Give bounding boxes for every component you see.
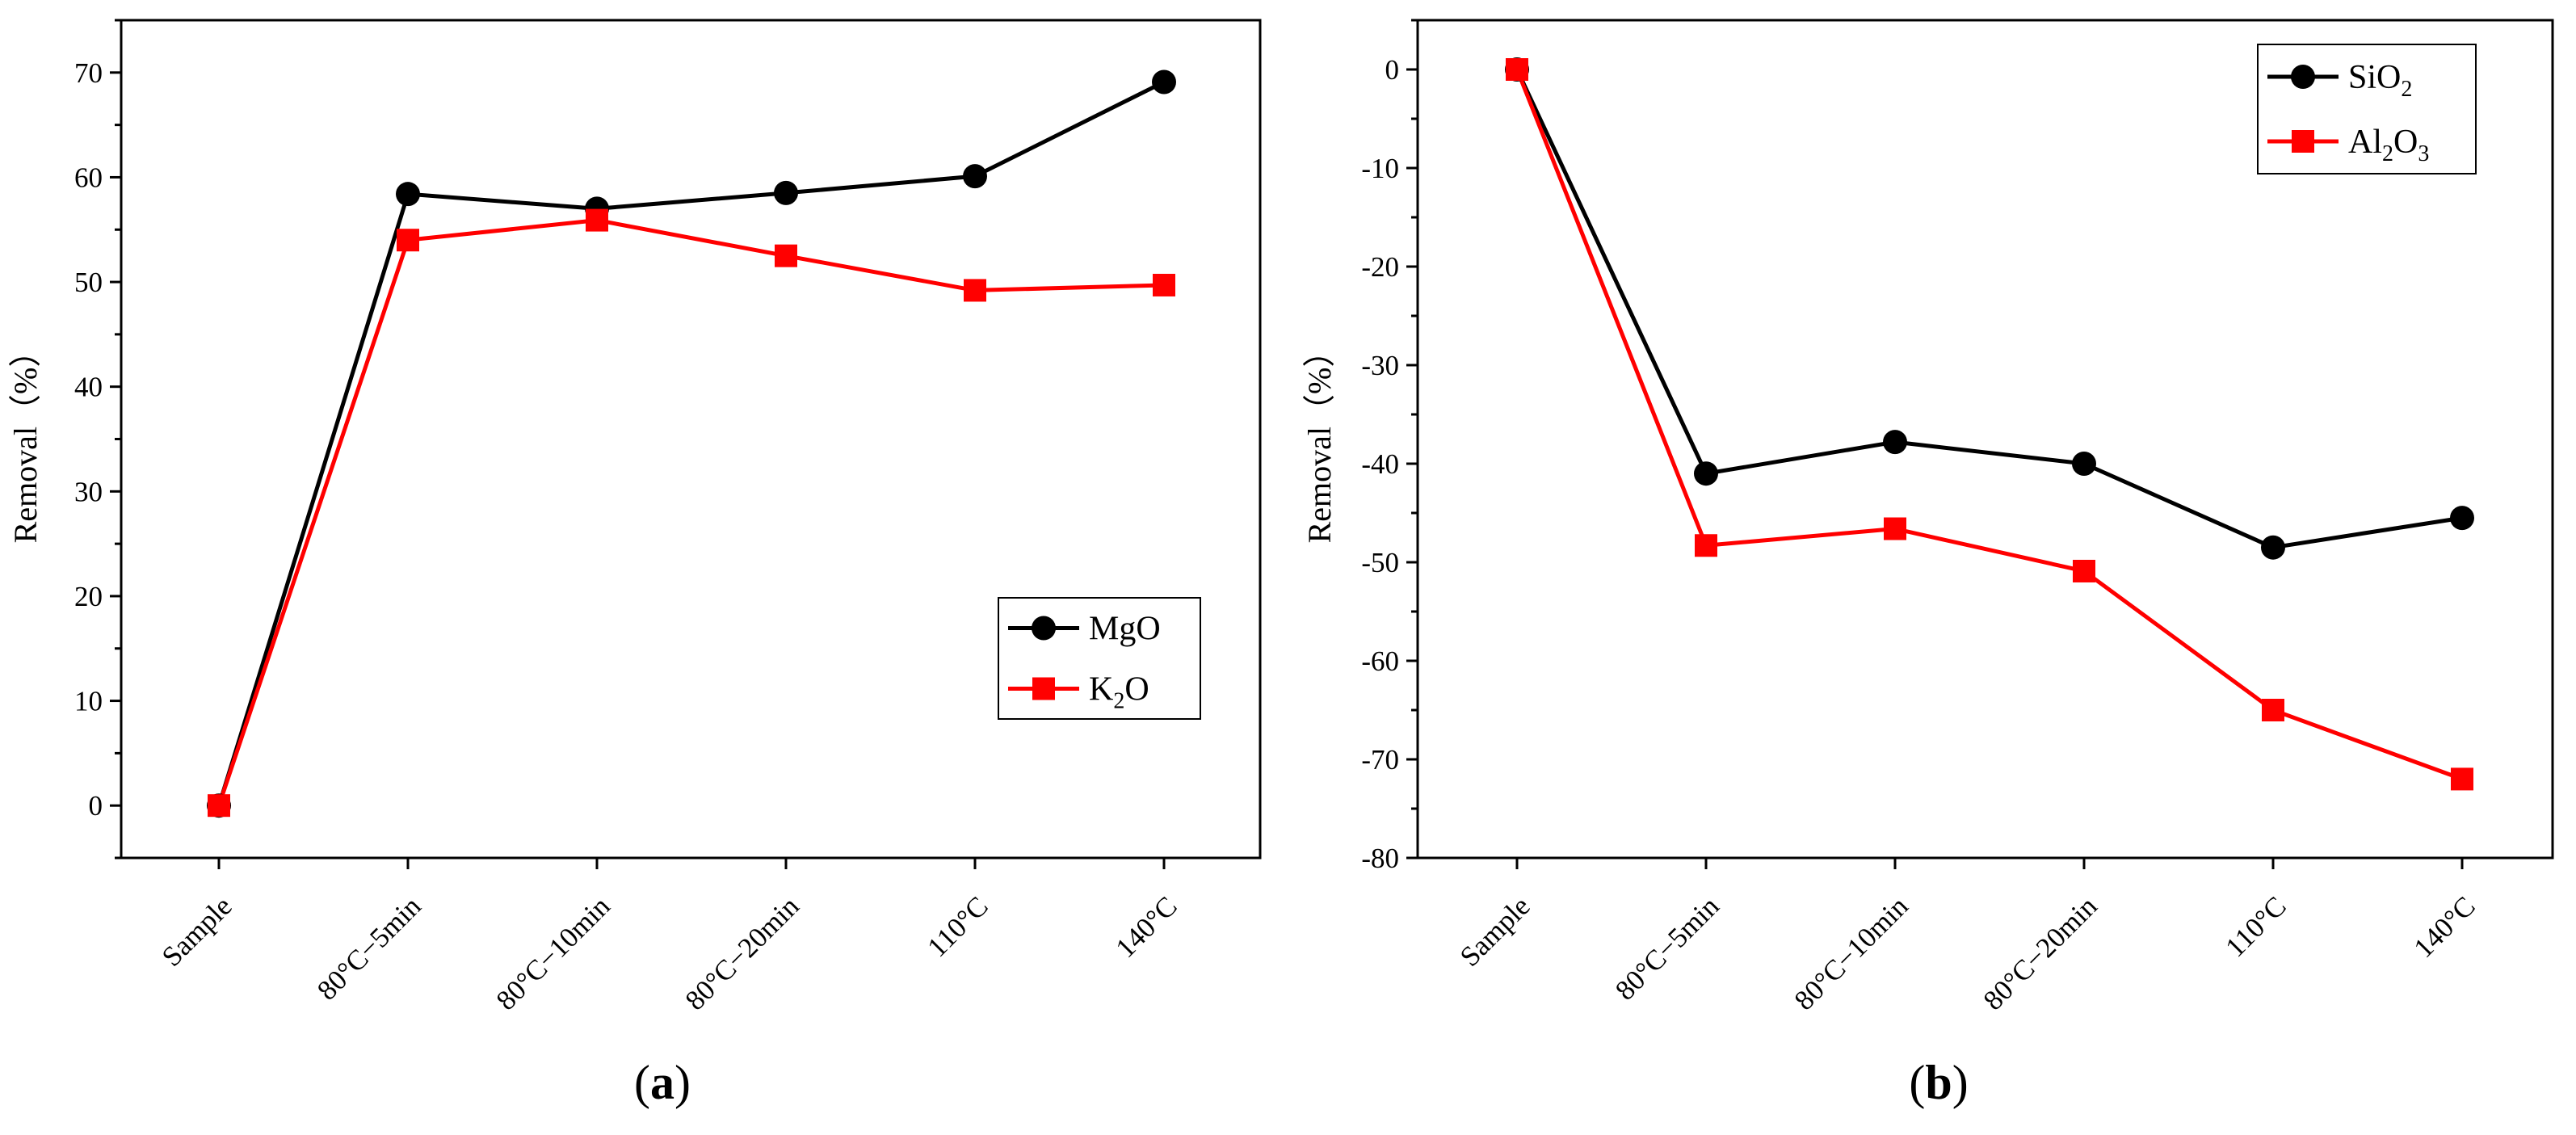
y-tick-label: 40 [74, 372, 103, 403]
y-tick-label: -10 [1361, 153, 1399, 184]
legend-label-subscript: 3 [2418, 141, 2429, 166]
data-point [963, 164, 987, 189]
legend-label-part: SiO [2348, 59, 2401, 96]
data-point [1884, 517, 1906, 540]
y-tick-label: -30 [1361, 350, 1399, 381]
panel-label-close: ) [1952, 1056, 1969, 1109]
y-tick-label: -40 [1361, 448, 1399, 480]
x-tick-label: Sample [156, 890, 238, 973]
data-point [2262, 699, 2284, 721]
panel-label-close: ) [674, 1056, 691, 1109]
data-point [1883, 430, 1907, 455]
y-tick-label: -50 [1361, 547, 1399, 578]
y-tick-label: 0 [89, 790, 103, 822]
data-point [2451, 767, 2473, 791]
panel-label-open: ( [634, 1056, 650, 1109]
y-tick-label: -70 [1361, 744, 1399, 776]
series-line [1515, 68, 2463, 550]
legend-label: Al2O3 [2348, 124, 2429, 166]
y-tick-label: 20 [74, 581, 103, 612]
data-point [1694, 461, 1718, 486]
y-tick-label: 30 [74, 476, 103, 507]
series-line [1515, 69, 2463, 781]
legend-box [998, 597, 1201, 720]
y-tick-label: -60 [1361, 645, 1399, 677]
panel-label-letter: b [1925, 1056, 1952, 1109]
data-point [2072, 452, 2096, 476]
legend-marker [1032, 616, 1056, 641]
x-tick-label: 80°C−10min [1788, 890, 1914, 1016]
series-line [216, 80, 1166, 806]
y-tick-label: 70 [74, 57, 103, 89]
data-point [586, 208, 608, 232]
data-point [2450, 506, 2474, 531]
data-point [774, 180, 798, 205]
x-tick-label: 80°C−5min [311, 890, 427, 1007]
legend-marker [2292, 130, 2314, 153]
data-point [1506, 58, 1528, 81]
legend-label: SiO2 [2348, 59, 2412, 102]
plot-frame [1416, 19, 2554, 860]
chart-panel-a: 0 10 20 30 40 50 60 70 Sample 80°C−5min 80°C−10min… [7, 19, 1262, 1109]
x-tick-label: 110°C [2219, 890, 2292, 963]
y-tick-label: -80 [1361, 843, 1399, 874]
x-tick-label: 80°C−10min [490, 890, 616, 1016]
legend-marker [1032, 677, 1055, 700]
x-tick-label: 140°C [1110, 890, 1183, 964]
data-point [2261, 535, 2285, 560]
y-axis-title: Removal（%） [1301, 335, 1338, 544]
data-point [2073, 559, 2095, 582]
panel-label-letter: a [650, 1056, 674, 1109]
x-tick-label: Sample [1454, 890, 1536, 973]
chart-panel-b: 0 -10 -20 -30 -40 -50 -60 -70 -80 Sample 80°C−5min… [1301, 19, 2554, 1109]
legend-label-part: K [1089, 671, 1113, 708]
legend-label-part: O [2393, 124, 2418, 161]
data-point [208, 794, 230, 818]
legend-label-part: O [1124, 671, 1149, 708]
x-tick-label: 80°C−20min [679, 890, 805, 1016]
y-tick-label: -20 [1361, 251, 1399, 283]
panel-label: (a) [634, 1056, 691, 1109]
x-tick-label: 140°C [2408, 890, 2481, 964]
legend-label-subscript: 2 [2401, 77, 2412, 102]
x-tick-label: 80°C−5min [1609, 890, 1725, 1007]
data-point [1695, 534, 1717, 557]
legend-label-part: MgO [1089, 611, 1161, 648]
panel-label-open: ( [1909, 1056, 1925, 1109]
legend-marker [2291, 65, 2315, 89]
y-tick-label: 10 [74, 686, 103, 717]
data-point [775, 244, 797, 267]
data-point [396, 182, 420, 207]
y-tick-label: 60 [74, 162, 103, 193]
data-point [397, 229, 419, 252]
x-tick-label: 80°C−20min [1977, 890, 2103, 1016]
y-tick-label: 50 [74, 267, 103, 298]
plot-frame [120, 19, 1262, 860]
legend-label: MgO [1089, 611, 1161, 648]
x-tick-label: 110°C [921, 890, 994, 963]
y-tick-label: 0 [1385, 54, 1400, 86]
legend-label: K2O [1089, 671, 1149, 714]
y-axis-title: Removal（%） [7, 335, 44, 544]
legend-label-part: Al [2348, 124, 2382, 161]
panel-label: (b) [1909, 1056, 1968, 1109]
legend-label-subscript: 2 [1113, 689, 1124, 714]
data-point [964, 279, 986, 302]
data-point [1152, 69, 1176, 95]
series-line [216, 218, 1165, 806]
data-point [1153, 273, 1175, 296]
legend-label-subscript: 2 [2382, 141, 2393, 166]
legend: MgO K2O [998, 597, 1201, 720]
